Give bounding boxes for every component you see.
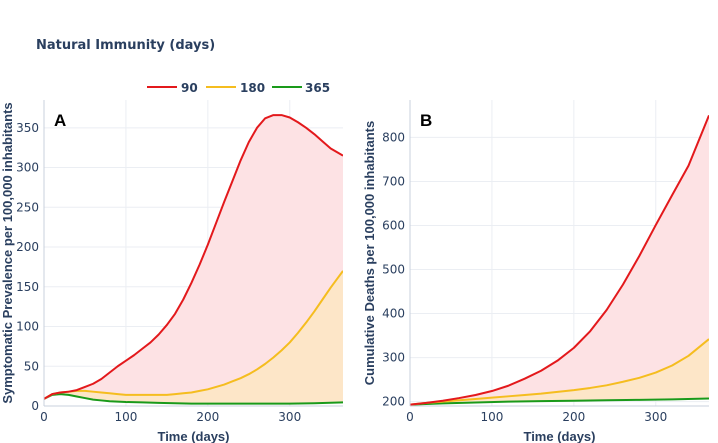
panel-b-y-tick-label: 200: [382, 395, 405, 409]
panel-b-fill-90-180: [410, 115, 709, 405]
legend-label-365: 365: [305, 81, 330, 95]
panel-a-y-tick-label: 200: [16, 240, 39, 254]
panel-b-fill-180-365: [410, 339, 709, 405]
panel-a-x-tick-label: 200: [196, 410, 219, 424]
chart-title: Natural Immunity (days): [36, 38, 215, 53]
panel-b-line-365: [410, 397, 709, 406]
panel-b-x-tick-label: 300: [644, 410, 667, 424]
panel-a-fill-180-365: [44, 270, 343, 404]
panel-a-y-tick-label: 350: [16, 121, 39, 135]
panel-a-line-90: [44, 114, 343, 400]
panel-b-y-tick-label: 600: [382, 218, 405, 232]
panel-b-y-tick-label: 700: [382, 174, 405, 188]
panel-b-label: B: [420, 111, 432, 130]
legend-label-90: 90: [181, 81, 198, 95]
panel-b-plot-area: [410, 115, 709, 406]
panel-b-y-tick-label: 300: [382, 351, 405, 365]
panel-a-fill-90-180: [44, 115, 343, 399]
panel-b-x-tick-label: 100: [480, 410, 503, 424]
panel-a-y-tick-label: 0: [31, 399, 39, 413]
panel-a-x-axis-title: Time (days): [157, 429, 229, 443]
panel-a-x-tick-label: 300: [278, 410, 301, 424]
panel-a-y-tick-label: 150: [16, 280, 39, 294]
panel-a-x-tick-label: 0: [40, 410, 48, 424]
panel-a: 0 100 200 300 0 50 100 150 200 250 300 350 Time (day…: [0, 100, 343, 443]
panel-a-x-tick-label: 100: [114, 410, 137, 424]
panel-b-y-tick-label: 800: [382, 130, 405, 144]
panel-a-y-tick-label: 250: [16, 200, 39, 214]
legend: 90 180 365: [147, 81, 330, 95]
panel-b-y-tick-label: 400: [382, 307, 405, 321]
legend-label-180: 180: [240, 81, 265, 95]
panel-b-y-axis-title: Cumulative Deaths per 100,000 inhabitant…: [362, 121, 377, 385]
panel-a-y-tick-label: 100: [16, 320, 39, 334]
panel-a-label: A: [54, 111, 66, 130]
panel-b-y-tick-label: 500: [382, 263, 405, 277]
panel-b: 0 100 200 300 200 300 400 500 600 700 800 Time (day…: [362, 100, 709, 443]
panel-b-line-90: [410, 115, 709, 406]
panel-a-plot-area: [44, 114, 343, 405]
panel-b-line-180: [410, 338, 709, 406]
panel-a-y-axis-title: Symptomatic Prevalence per 100,000 inhab…: [0, 102, 15, 403]
panel-b-x-axis-title: Time (days): [523, 429, 595, 443]
panel-a-y-tick-label: 50: [24, 359, 39, 373]
panel-a-line-365: [44, 393, 343, 405]
panel-b-x-tick-label: 0: [406, 410, 414, 424]
panel-a-y-tick-label: 300: [16, 161, 39, 175]
panel-a-line-180: [44, 270, 343, 400]
panel-b-x-tick-label: 200: [562, 410, 585, 424]
